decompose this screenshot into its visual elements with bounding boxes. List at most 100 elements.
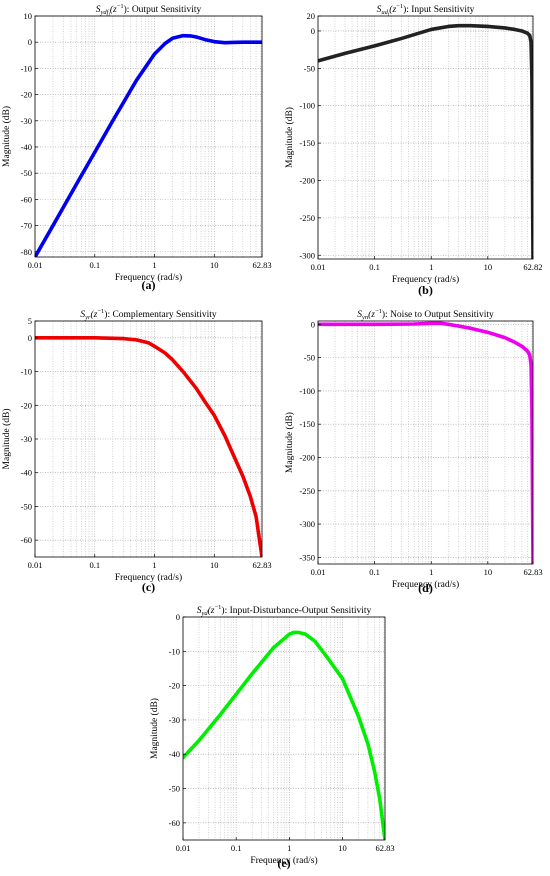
x-axis-label: Frequency (rad/s) [392,579,459,590]
x-tick-label: 0.01 [311,567,326,577]
y-axis-label: Magnitude (dB) [149,698,160,759]
y-tick-label: -10 [21,367,32,377]
y-tick-label: -60 [21,535,32,545]
series-line [318,321,533,564]
x-tick-label: 10 [338,843,347,853]
panel-label: (c) [142,580,155,594]
x-tick-label: 0.1 [89,560,100,570]
y-tick-label: -300 [299,250,315,260]
panel-label: (b) [418,283,433,297]
y-tick-label: -30 [169,715,180,725]
y-tick-label: -50 [304,353,315,363]
y-tick-label: -40 [169,749,180,759]
x-axis-label: Frequency (rad/s) [392,274,459,285]
grid [317,321,534,564]
panel-label: (d) [418,581,433,595]
y-tick-label: 20 [307,11,316,21]
x-tick-label: 0.01 [311,262,326,272]
y-tick-label: -70 [21,221,32,231]
chart-panel-3: 0.01 0.1 1 10 62.83 5 0 -10 -20 -30 -40 -50 -60 Frequ… [1,308,272,594]
x-tick-label: 0.1 [369,567,380,577]
x-tick-label: 0.01 [28,560,43,570]
series-line [35,33,262,257]
y-axis-label: Magnitude (dB) [284,412,295,473]
x-tick-label: 1 [152,560,156,570]
x-tick-label: 62.83 [252,560,271,570]
y-tick-label: -60 [21,194,32,204]
chart-panel-1: 0.01 0.1 1 10 62.83 10 0 -10 -20 -30 -40 -50 -60 -70 -… [1,3,272,292]
y-axis-label: Magnitude (dB) [284,107,295,168]
y-tick-label: -80 [21,247,32,257]
grid [182,616,386,840]
y-tick-label: -50 [169,784,180,794]
y-tick-label: 0 [311,26,315,36]
x-tick-label: 0.1 [369,262,380,272]
x-tick-label: 62.83 [375,843,394,853]
x-tick-label: 10 [484,567,493,577]
x-tick-label: 10 [210,560,219,570]
y-tick-label: -250 [299,213,315,223]
x-tick-label: 62.83 [523,567,542,577]
panel-label: (e) [277,856,290,870]
y-tick-label: -20 [169,681,180,691]
y-tick-label: -60 [169,818,180,828]
y-tick-label: -20 [21,400,32,410]
y-tick-label: -50 [304,63,315,73]
y-tick-label: 0 [176,612,180,622]
chart-panel-4: 0.01 0.1 1 10 62.83 0 -50 -100 -150 -200 -250 -300 -… [284,308,543,595]
y-tick-label: -30 [21,434,32,444]
grid [34,15,263,257]
series-line [318,23,533,259]
x-tick-label: 10 [484,262,493,272]
y-tick-label: -20 [21,90,32,100]
chart-panel-2: 0.01 0.1 1 10 62.82 20 0 -50 -100 -150 -200 -250 -30… [284,3,543,297]
y-tick-label: -40 [21,142,32,152]
y-tick-label: -200 [299,452,315,462]
x-tick-label: 1 [429,567,433,577]
axes-box [317,15,534,260]
y-tick-label: -350 [299,552,315,562]
y-tick-label: -300 [299,519,315,529]
x-axis-label: Frequency (rad/s) [250,855,317,866]
x-tick-label: 62.82 [523,262,542,272]
axes-box [34,15,263,258]
x-tick-label: 0.1 [89,260,100,270]
x-tick-label: 0.01 [176,843,191,853]
y-tick-label: -40 [21,468,32,478]
grid [317,15,534,259]
series-line [183,630,385,840]
x-tick-label: 1 [152,260,156,270]
y-tick-label: 0 [28,333,32,343]
chart-title: Sydfi(z−1): Output Sensitivity [96,3,202,18]
y-tick-label: 0 [311,319,315,329]
axes-box [317,320,534,565]
y-tick-label: -10 [21,63,32,73]
x-axis-label: Frequency (rad/s) [115,572,182,583]
chart-title: Syr(z−1): Complementary Sensitivity [80,308,217,321]
series-line [35,336,262,557]
y-tick-label: -50 [21,168,32,178]
chart-title: Syd(z−1): Input-Disturbance-Output Sensi… [197,604,372,617]
x-tick-label: 0.01 [28,260,43,270]
x-tick-label: 1 [287,843,291,853]
y-tick-label: -250 [299,486,315,496]
y-axis-label: Magnitude (dB) [1,409,12,470]
y-tick-label: -150 [299,419,315,429]
y-tick-label: 5 [28,316,32,326]
chart-title: Sudi(z−1): Input Sensitivity [377,3,475,18]
panel-label: (a) [142,278,156,292]
x-tick-label: 10 [210,260,219,270]
y-tick-label: -100 [299,101,315,111]
chart-panel-5: 0.01 0.1 1 10 62.83 0 -10 -20 -30 -40 -50 -60 Freque… [149,604,395,870]
y-tick-label: -10 [169,646,180,656]
y-tick-label: -150 [299,138,315,148]
y-tick-label: -30 [21,116,32,126]
x-tick-label: 0.1 [231,843,242,853]
y-tick-label: 10 [24,11,33,21]
y-axis-label: Magnitude (dB) [1,106,12,167]
chart-title: Syn(z−1): Noise to Output Sensitivity [357,308,494,321]
y-tick-label: -100 [299,386,315,396]
x-axis-label: Frequency (rad/s) [115,272,182,283]
x-tick-label: 62.83 [252,260,271,270]
